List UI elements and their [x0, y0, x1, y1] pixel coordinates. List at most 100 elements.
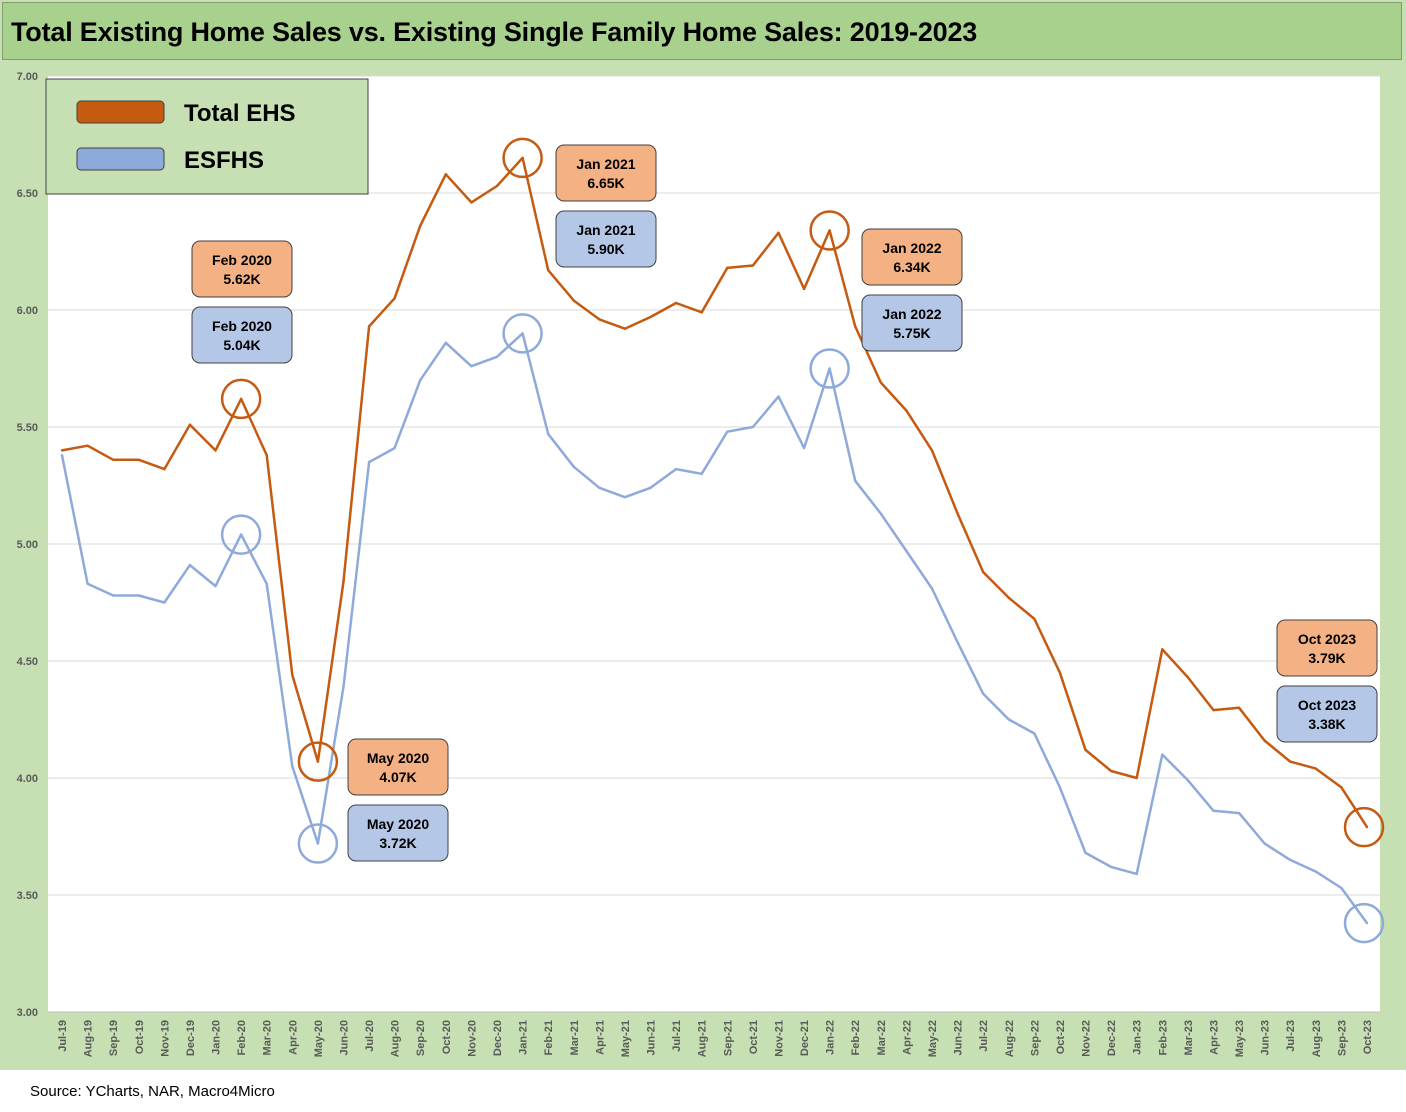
callout-box — [1276, 685, 1378, 743]
data-point — [1007, 596, 1010, 600]
y-tick-label: 3.00 — [17, 1007, 38, 1019]
data-point — [674, 467, 678, 471]
x-tick: Feb-23 — [1157, 1020, 1169, 1055]
data-point — [214, 584, 217, 588]
callout-esfhs: Jan 2021 5.90K — [555, 210, 657, 268]
data-point — [163, 601, 166, 604]
x-tick: Sep-21 — [722, 1020, 734, 1056]
data-point — [239, 533, 243, 536]
data-point — [930, 449, 934, 452]
x-tick: May-22 — [927, 1020, 939, 1057]
data-point — [623, 496, 627, 499]
y-tick-label: 6.50 — [17, 188, 38, 200]
x-tick-label: Apr-23 — [1208, 1020, 1220, 1055]
callout-total-ehs: Feb 2020 5.62K — [191, 240, 293, 298]
x-tick-label: May-22 — [927, 1020, 939, 1057]
data-point — [777, 231, 780, 234]
x-tick-label: Nov-22 — [1081, 1020, 1093, 1057]
x-tick-label: Jan-21 — [518, 1020, 530, 1055]
callout-month: Feb 2020 — [212, 252, 272, 268]
data-point — [1340, 886, 1343, 890]
data-point — [1289, 858, 1292, 862]
x-tick: Mar-22 — [876, 1020, 888, 1055]
data-point — [1365, 921, 1369, 925]
callout-box — [191, 306, 293, 364]
highlight-circle — [809, 210, 850, 251]
data-point — [419, 379, 422, 382]
data-point — [546, 432, 550, 436]
highlight-circle — [502, 313, 543, 354]
x-tick: Apr-22 — [901, 1020, 913, 1055]
x-tick-label: Jun-21 — [646, 1020, 658, 1055]
callout-month: Feb 2020 — [212, 318, 272, 334]
x-tick-label: Apr-22 — [901, 1020, 913, 1055]
x-tick-label: Jun-20 — [338, 1020, 350, 1055]
x-tick: Nov-19 — [159, 1020, 171, 1057]
data-point — [1365, 825, 1369, 829]
chart-title: Total Existing Home Sales vs. Existing S… — [11, 17, 978, 47]
callout-value: 3.79K — [1308, 650, 1345, 666]
x-tick: Feb-20 — [236, 1020, 248, 1055]
data-point — [1161, 648, 1164, 651]
x-tick: Sep-20 — [415, 1020, 427, 1056]
x-tick-label: Jun-22 — [953, 1020, 965, 1055]
callout-box — [555, 144, 657, 202]
data-point — [649, 486, 652, 490]
highlight-circle — [220, 378, 262, 420]
callout-total-ehs: May 2020 4.07K — [347, 738, 449, 796]
x-tick-label: Mar-21 — [569, 1020, 581, 1055]
highlight-circle — [809, 348, 850, 389]
x-tick: Oct-22 — [1055, 1020, 1067, 1054]
x-tick-label: Feb-22 — [850, 1020, 862, 1055]
highlight-circle — [1343, 902, 1385, 944]
data-point — [342, 685, 345, 688]
x-tick-label: Nov-21 — [773, 1020, 785, 1057]
x-tick-label: Aug-23 — [1311, 1020, 1323, 1057]
callout-box — [861, 228, 963, 286]
data-point — [930, 587, 934, 590]
data-point — [598, 318, 601, 321]
x-tick: Nov-20 — [466, 1020, 478, 1057]
callout-month: Oct 2023 — [1298, 697, 1357, 713]
data-point — [1289, 760, 1292, 763]
data-point — [726, 430, 729, 433]
x-tick-label: Jan-23 — [1132, 1020, 1144, 1055]
data-point — [316, 760, 320, 763]
x-tick: Mar-23 — [1183, 1020, 1195, 1055]
data-point — [367, 325, 371, 328]
x-tick-label: Oct-21 — [748, 1020, 760, 1054]
data-point — [572, 299, 575, 302]
data-point — [1340, 786, 1343, 789]
x-tick: Apr-20 — [287, 1020, 299, 1055]
data-point — [956, 512, 959, 515]
data-point — [291, 673, 294, 677]
data-point — [726, 266, 729, 270]
x-tick: Jun-20 — [338, 1020, 350, 1055]
x-tick-label: Sep-22 — [1029, 1020, 1041, 1056]
callout-value: 5.90K — [587, 241, 624, 257]
data-point — [1237, 811, 1241, 815]
data-point — [137, 458, 140, 461]
data-point — [1237, 706, 1241, 709]
data-point — [1212, 809, 1215, 812]
callout-month: May 2020 — [367, 816, 429, 832]
data-point — [188, 563, 192, 567]
x-tick: Jun-22 — [953, 1020, 965, 1055]
highlight-circle — [297, 741, 339, 782]
data-point — [470, 364, 473, 368]
callout-value: 3.72K — [379, 835, 416, 851]
data-point — [956, 641, 959, 644]
data-point — [905, 409, 908, 412]
data-point — [1314, 767, 1318, 770]
x-tick: Oct-19 — [134, 1020, 146, 1054]
data-point — [291, 765, 294, 768]
data-point — [623, 327, 627, 330]
data-point — [1161, 753, 1164, 756]
x-tick: Dec-20 — [492, 1020, 504, 1056]
data-point — [316, 842, 320, 845]
callout-esfhs: Oct 2023 3.38K — [1276, 685, 1378, 743]
x-tick-label: Jul-23 — [1285, 1020, 1297, 1052]
x-tick: Jul-19 — [57, 1020, 69, 1052]
data-point — [1058, 786, 1062, 789]
x-tick-label: Feb-20 — [236, 1020, 248, 1055]
